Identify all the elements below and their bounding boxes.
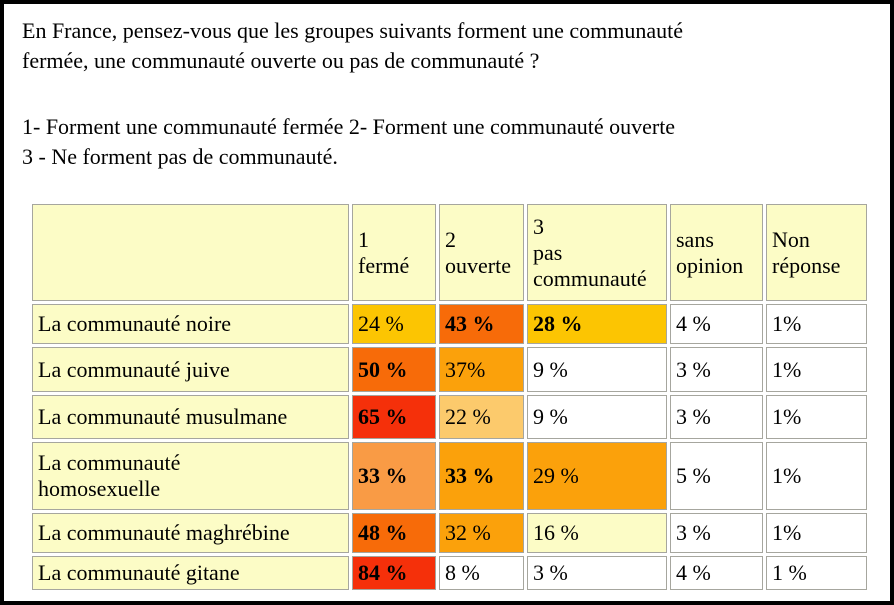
row-label-juive: La communauté juive bbox=[32, 347, 349, 392]
cell-gitane-ouverte: 8 % bbox=[439, 556, 524, 590]
table-row-juive: La communauté juive 50 % 37% 9 % 3 % 1% bbox=[32, 347, 867, 392]
cell-juive-sans-opinion: 3 % bbox=[670, 347, 763, 392]
cell-homosexuelle-non-reponse: 1% bbox=[766, 442, 867, 510]
row-label-musulmane: La communauté musulmane bbox=[32, 395, 349, 439]
row-label-noire: La communauté noire bbox=[32, 304, 349, 344]
cell-gitane-sans-opinion: 4 % bbox=[670, 556, 763, 590]
cell-musulmane-pas-communaute: 9 % bbox=[527, 395, 667, 439]
question-text: En France, pensez-vous que les groupes s… bbox=[22, 18, 684, 74]
cell-musulmane-ouverte: 22 % bbox=[439, 395, 524, 439]
cell-maghrebine-non-reponse: 1% bbox=[766, 513, 867, 553]
cell-gitane-pas-communaute: 3 % bbox=[527, 556, 667, 590]
row-label-maghrebine: La communauté maghrébine bbox=[32, 513, 349, 553]
cell-homosexuelle-sans-opinion: 5 % bbox=[670, 442, 763, 510]
col-header-non-reponse: Non réponse bbox=[766, 204, 867, 301]
survey-results-table: 1 fermé 2 ouverte 3 pas communauté sans … bbox=[29, 201, 870, 593]
table-row-gitane: La communauté gitane 84 % 8 % 3 % 4 % 1 … bbox=[32, 556, 867, 590]
cell-musulmane-ferme: 65 % bbox=[352, 395, 436, 439]
cell-juive-ouverte: 37% bbox=[439, 347, 524, 392]
cell-noire-sans-opinion: 4 % bbox=[670, 304, 763, 344]
cell-musulmane-non-reponse: 1% bbox=[766, 395, 867, 439]
cell-musulmane-sans-opinion: 3 % bbox=[670, 395, 763, 439]
cell-juive-ferme: 50 % bbox=[352, 347, 436, 392]
table-row-musulmane: La communauté musulmane 65 % 22 % 9 % 3 … bbox=[32, 395, 867, 439]
cell-gitane-non-reponse: 1 % bbox=[766, 556, 867, 590]
cell-homosexuelle-ferme: 33 % bbox=[352, 442, 436, 510]
col-header-empty bbox=[32, 204, 349, 301]
cell-maghrebine-pas-communaute: 16 % bbox=[527, 513, 667, 553]
cell-maghrebine-sans-opinion: 3 % bbox=[670, 513, 763, 553]
cell-noire-ferme: 24 % bbox=[352, 304, 436, 344]
table-row-maghrebine: La communauté maghrébine 48 % 32 % 16 % … bbox=[32, 513, 867, 553]
col-header-ouverte: 2 ouverte bbox=[439, 204, 524, 301]
cell-maghrebine-ferme: 48 % bbox=[352, 513, 436, 553]
cell-noire-non-reponse: 1% bbox=[766, 304, 867, 344]
cell-maghrebine-ouverte: 32 % bbox=[439, 513, 524, 553]
cell-noire-pas-communaute: 28 % bbox=[527, 304, 667, 344]
row-label-gitane: La communauté gitane bbox=[32, 556, 349, 590]
col-header-sans-opinion: sans opinion bbox=[670, 204, 763, 301]
cell-homosexuelle-pas-communaute: 29 % bbox=[527, 442, 667, 510]
scale-legend-text: 1- Forment une communauté fermée 2- Form… bbox=[22, 114, 676, 170]
col-header-ferme: 1 fermé bbox=[352, 204, 436, 301]
col-header-pas-communaute: 3 pas communauté bbox=[527, 204, 667, 301]
cell-noire-ouverte: 43 % bbox=[439, 304, 524, 344]
table-row-noire: La communauté noire 24 % 43 % 28 % 4 % 1… bbox=[32, 304, 867, 344]
row-label-homosexuelle: La communauté homosexuelle bbox=[32, 442, 349, 510]
table-row-homosexuelle: La communauté homosexuelle 33 % 33 % 29 … bbox=[32, 442, 867, 510]
cell-juive-pas-communaute: 9 % bbox=[527, 347, 667, 392]
header-row: 1 fermé 2 ouverte 3 pas communauté sans … bbox=[32, 204, 867, 301]
cell-homosexuelle-ouverte: 33 % bbox=[439, 442, 524, 510]
cell-juive-non-reponse: 1% bbox=[766, 347, 867, 392]
cell-gitane-ferme: 84 % bbox=[352, 556, 436, 590]
